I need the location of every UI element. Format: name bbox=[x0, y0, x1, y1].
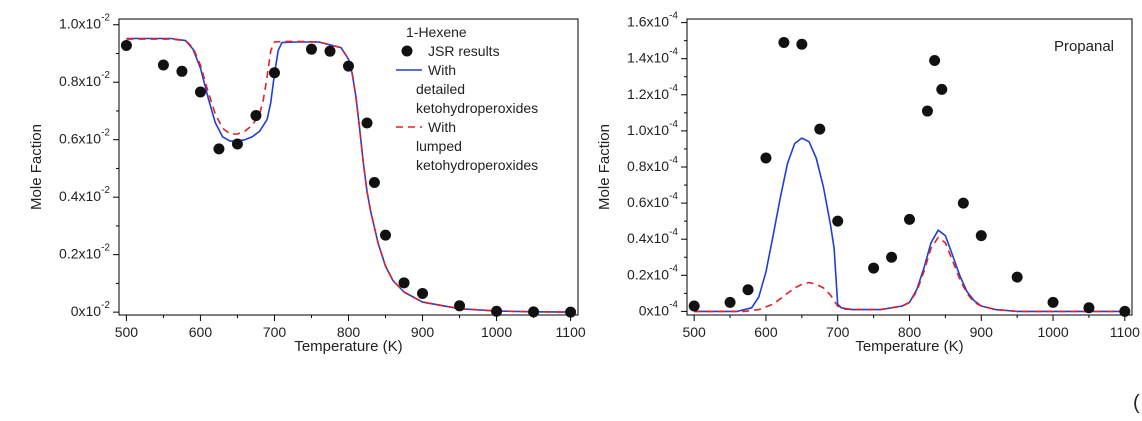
data-point bbox=[398, 277, 410, 289]
data-point bbox=[454, 300, 466, 312]
data-point bbox=[417, 287, 429, 299]
data-point bbox=[957, 197, 969, 209]
data-point bbox=[368, 177, 380, 189]
x-axis-title: Temperature (K) bbox=[855, 338, 963, 355]
data-point bbox=[1083, 302, 1095, 314]
y-tick-label: 0.8x10-2 bbox=[59, 70, 110, 89]
data-point bbox=[688, 300, 700, 312]
data-point bbox=[528, 306, 540, 318]
y-tick-label: 0.2x10-4 bbox=[627, 263, 678, 282]
x-tick-label: 1100 bbox=[556, 324, 586, 340]
data-point bbox=[213, 143, 225, 155]
legend-marker-points bbox=[401, 45, 413, 57]
data-point bbox=[975, 230, 987, 242]
y-tick-label: 1.2x10-4 bbox=[627, 82, 678, 101]
lumped-line bbox=[126, 38, 571, 313]
chart-1-hexene: 500 600 700 800 900 1000 1100 0x10-2 0.2x10-2 0.4… bbox=[28, 12, 586, 355]
x-tick-label: 500 bbox=[115, 324, 139, 340]
y-tick-label: 0.4x10-2 bbox=[59, 185, 110, 204]
legend-entry-text: ketohydroperoxides bbox=[416, 157, 538, 173]
x-tick-label: 800 bbox=[898, 324, 922, 340]
y-tick-label: 0.4x10-4 bbox=[627, 227, 678, 246]
data-point bbox=[760, 152, 772, 164]
y-tick-label: 0x10-2 bbox=[71, 300, 111, 319]
chart-propanal: 500 600 700 800 900 1000 1100 0x10-4 0.2x10-4 0.4… bbox=[596, 10, 1140, 355]
data-point bbox=[343, 60, 354, 72]
data-point bbox=[157, 59, 169, 71]
detailed-line bbox=[126, 37, 571, 313]
data-point bbox=[268, 67, 280, 79]
data-point bbox=[796, 38, 808, 50]
data-point bbox=[742, 284, 754, 296]
data-point bbox=[305, 43, 317, 55]
data-point bbox=[120, 39, 132, 51]
data-point bbox=[176, 65, 188, 77]
x-tick-label: 1000 bbox=[1037, 324, 1068, 340]
data-point bbox=[1011, 271, 1023, 283]
data-point bbox=[832, 215, 844, 227]
x-tick-label: 900 bbox=[411, 324, 435, 340]
data-point bbox=[936, 83, 948, 95]
lumped-line bbox=[694, 236, 1125, 313]
data-point bbox=[724, 296, 736, 308]
x-tick-label: 700 bbox=[263, 324, 287, 340]
y-tick-label: 1.0x10-4 bbox=[627, 119, 678, 138]
detailed-line bbox=[694, 137, 1125, 313]
data-point bbox=[324, 45, 336, 57]
legend-entry-text: ketohydroperoxides bbox=[416, 100, 538, 116]
data-point bbox=[778, 36, 790, 48]
y-tick-label: 0.2x10-2 bbox=[59, 242, 110, 261]
data-point bbox=[380, 229, 392, 241]
y-tick-label: 0.8x10-4 bbox=[627, 155, 678, 174]
legend-entry-text: With bbox=[428, 62, 456, 78]
x-tick-label: 500 bbox=[682, 324, 706, 340]
y-tick-label: 0x10-4 bbox=[639, 299, 679, 318]
legend-entry-text: JSR results bbox=[428, 43, 500, 59]
data-point bbox=[1119, 305, 1131, 317]
data-point bbox=[491, 305, 503, 317]
legend: 1-Hexene JSR results With detailed ketohydro… bbox=[396, 24, 538, 173]
chart-annotation: Propanal bbox=[1054, 38, 1114, 55]
y-tick-label: 1.6x10-4 bbox=[627, 10, 678, 29]
y-tick-label: 0.6x10-4 bbox=[627, 191, 678, 210]
data-point bbox=[250, 110, 262, 122]
data-point bbox=[194, 86, 206, 98]
data-point bbox=[904, 213, 915, 225]
data-point bbox=[565, 306, 577, 318]
data-point bbox=[231, 138, 243, 150]
x-tick-label: 800 bbox=[337, 324, 361, 340]
x-tick-label: 1100 bbox=[1110, 324, 1140, 340]
x-tick-label: 700 bbox=[826, 324, 850, 340]
panel-tag: ( bbox=[1133, 392, 1140, 414]
legend-entry-text: lumped bbox=[416, 138, 462, 154]
data-point bbox=[1047, 296, 1059, 308]
y-axis-title: Mole Faction bbox=[28, 124, 45, 210]
y-tick-label: 1.0x10-2 bbox=[59, 12, 110, 31]
plot-frame bbox=[686, 18, 1133, 316]
x-tick-label: 600 bbox=[754, 324, 778, 340]
legend-entry-text: With bbox=[428, 119, 456, 135]
y-tick-label: 1.4x10-4 bbox=[627, 46, 678, 65]
x-tick-label: 1000 bbox=[481, 324, 512, 340]
x-tick-label: 600 bbox=[189, 324, 213, 340]
data-point bbox=[814, 123, 826, 135]
x-axis-title: Temperature (K) bbox=[294, 338, 402, 355]
data-point bbox=[868, 262, 880, 274]
data-point bbox=[921, 105, 933, 117]
y-tick-label: 0.6x10-2 bbox=[59, 127, 110, 146]
data-point bbox=[929, 55, 941, 67]
legend-entry-text: detailed bbox=[416, 81, 465, 97]
data-point bbox=[361, 117, 373, 129]
y-axis-title: Mole Faction bbox=[596, 124, 613, 210]
legend-title: 1-Hexene bbox=[406, 24, 467, 40]
data-point bbox=[886, 251, 898, 263]
x-tick-label: 900 bbox=[970, 324, 994, 340]
